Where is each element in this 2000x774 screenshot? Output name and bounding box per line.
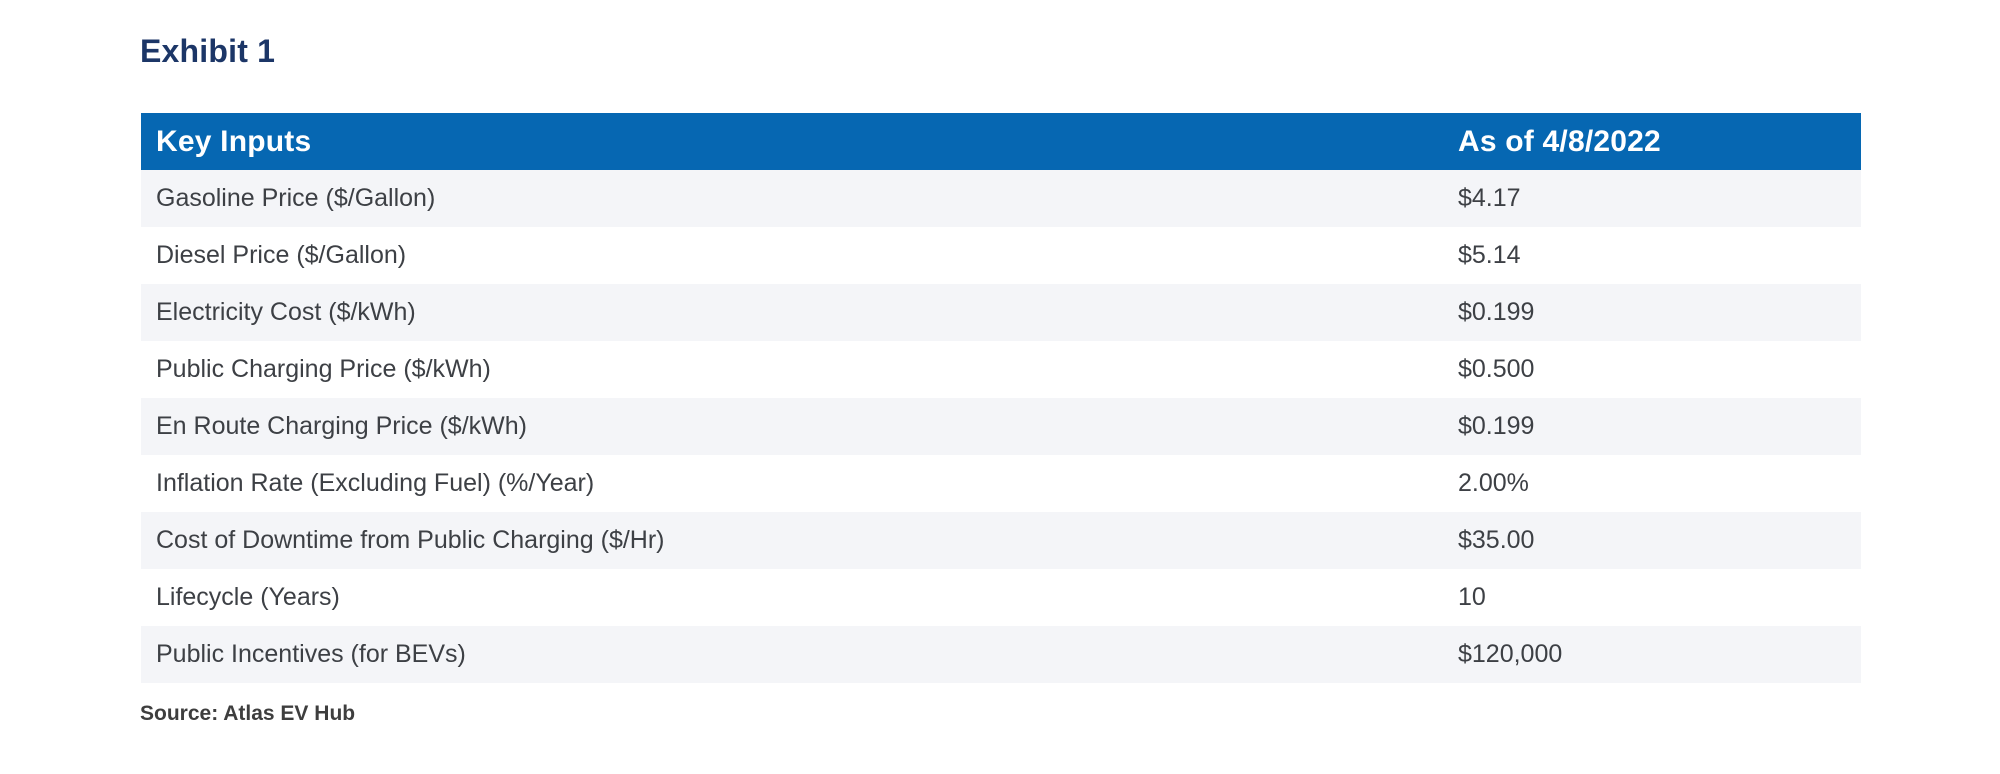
table-row: Cost of Downtime from Public Charging ($… [141,512,1861,569]
row-value: 10 [1458,569,1861,626]
row-value: $35.00 [1458,512,1861,569]
row-value: $0.199 [1458,284,1861,341]
header-as-of-date: As of 4/8/2022 [1458,113,1861,170]
source-note: Source: Atlas EV Hub [140,702,356,725]
row-label: Electricity Cost ($/kWh) [141,284,1458,341]
exhibit-title: Exhibit 1 [140,33,276,69]
table-row: Lifecycle (Years) 10 [141,569,1861,626]
row-label: Inflation Rate (Excluding Fuel) (%/Year) [141,455,1458,512]
row-value: 2.00% [1458,455,1861,512]
row-value: $4.17 [1458,170,1861,227]
row-label: Public Incentives (for BEVs) [141,626,1458,683]
row-value: $0.199 [1458,398,1861,455]
table-row: Electricity Cost ($/kWh) $0.199 [141,284,1861,341]
row-label: Public Charging Price ($/kWh) [141,341,1458,398]
key-inputs-table: Key Inputs As of 4/8/2022 Gasoline Price… [141,113,1861,683]
table-row: Public Charging Price ($/kWh) $0.500 [141,341,1861,398]
table-header-row: Key Inputs As of 4/8/2022 [141,113,1861,170]
row-label: Gasoline Price ($/Gallon) [141,170,1458,227]
row-label: En Route Charging Price ($/kWh) [141,398,1458,455]
row-value: $5.14 [1458,227,1861,284]
row-label: Diesel Price ($/Gallon) [141,227,1458,284]
header-key-inputs: Key Inputs [141,113,1458,170]
row-value: $0.500 [1458,341,1861,398]
row-label: Lifecycle (Years) [141,569,1458,626]
table-row: Gasoline Price ($/Gallon) $4.17 [141,170,1861,227]
table-row: Public Incentives (for BEVs) $120,000 [141,626,1861,683]
table-row: Diesel Price ($/Gallon) $5.14 [141,227,1861,284]
row-value: $120,000 [1458,626,1861,683]
table-row: En Route Charging Price ($/kWh) $0.199 [141,398,1861,455]
row-label: Cost of Downtime from Public Charging ($… [141,512,1458,569]
table-body: Gasoline Price ($/Gallon) $4.17 Diesel Pri… [141,170,1861,683]
table-row: Inflation Rate (Excluding Fuel) (%/Year)… [141,455,1861,512]
